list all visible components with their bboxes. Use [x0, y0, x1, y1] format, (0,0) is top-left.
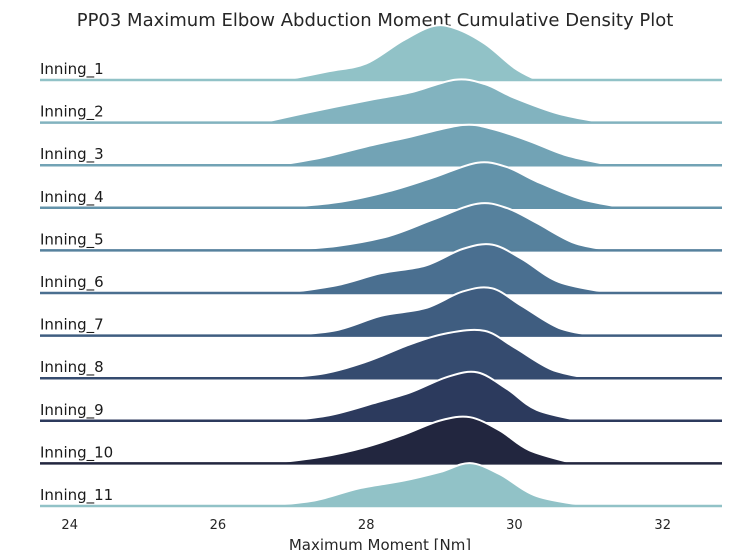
ridge-inning-11: Inning_11: [40, 462, 722, 508]
density-outline: [284, 286, 597, 337]
density-outline: [284, 24, 538, 81]
row-label: Inning_4: [40, 188, 104, 207]
x-axis-label: Maximum Moment [Nm]: [289, 536, 471, 550]
ridge-inning-9: Inning_9: [40, 370, 722, 423]
row-label: Inning_5: [40, 230, 104, 249]
density-outline: [262, 462, 589, 507]
density-area: [284, 244, 611, 293]
row-label: Inning_9: [40, 401, 104, 420]
density-area: [262, 79, 604, 123]
density-outline: [277, 202, 612, 252]
row-label: Inning_2: [40, 103, 104, 122]
row-label: Inning_10: [40, 443, 113, 462]
x-tick-label: 30: [506, 518, 523, 533]
density-area: [277, 162, 626, 208]
x-axis-ticks: 24 26 28 30 32: [61, 518, 671, 533]
density-area: [269, 329, 589, 379]
ridge-inning-5: Inning_5: [40, 202, 722, 252]
ridge-inning-3: Inning_3: [40, 123, 722, 167]
density-outline: [277, 123, 612, 167]
density-outline: [284, 243, 612, 294]
ridges-group: Inning_1 Inning_2 Inning_3 Inning_4 Inning_5…: [40, 24, 722, 508]
density-area: [284, 287, 596, 336]
density-outline: [269, 415, 574, 465]
x-tick-label: 24: [61, 518, 78, 533]
ridge-inning-2: Inning_2: [40, 78, 722, 124]
density-outline: [262, 78, 604, 124]
x-tick-label: 32: [654, 518, 671, 533]
ridge-inning-1: Inning_1: [40, 24, 722, 82]
chart-title: PP03 Maximum Elbow Abduction Moment Cumu…: [77, 10, 674, 31]
density-area: [269, 416, 574, 464]
ridge-inning-10: Inning_10: [40, 415, 722, 465]
row-label: Inning_3: [40, 145, 104, 164]
ridge-inning-8: Inning_8: [40, 328, 722, 380]
x-tick-label: 28: [358, 518, 375, 533]
density-area: [277, 124, 611, 166]
row-label: Inning_6: [40, 273, 104, 292]
ridge-inning-7: Inning_7: [40, 286, 722, 337]
ridge-inning-4: Inning_4: [40, 161, 722, 210]
density-outline: [269, 328, 589, 380]
density-area: [277, 203, 611, 251]
row-label: Inning_11: [40, 486, 113, 505]
row-label: Inning_8: [40, 358, 104, 377]
density-area: [262, 463, 589, 506]
ridge-inning-6: Inning_6: [40, 243, 722, 295]
density-outline: [284, 370, 582, 422]
density-area: [284, 25, 537, 81]
row-label: Inning_1: [40, 60, 104, 79]
row-label: Inning_7: [40, 316, 104, 335]
x-tick-label: 26: [210, 518, 227, 533]
density-outline: [277, 161, 626, 209]
